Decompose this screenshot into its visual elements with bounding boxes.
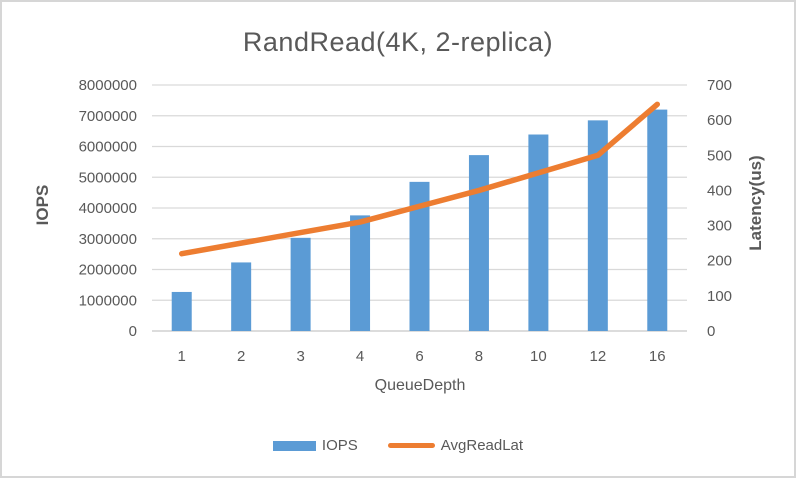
x-axis-title: QueueDepth — [374, 377, 466, 394]
left-axis-tick-label: 6000000 — [79, 139, 137, 156]
right-axis-tick-label: 400 — [707, 182, 732, 199]
legend: IOPS AvgReadLat — [2, 437, 794, 454]
left-axis-tick-label: 3000000 — [79, 231, 137, 248]
x-axis-tick-label: 4 — [356, 348, 364, 365]
y-axis-title-left: IOPS — [33, 184, 52, 226]
x-axis-tick-label: 3 — [296, 348, 304, 365]
left-axis-tick-label: 1000000 — [79, 292, 137, 309]
bar-iops — [171, 291, 192, 331]
x-axis-tick-label: 2 — [237, 348, 245, 365]
left-axis-tick-label: 0 — [129, 323, 137, 340]
x-axis-tick-label: 8 — [475, 348, 483, 365]
right-axis-tick-label: 200 — [707, 253, 732, 270]
left-axis-tick-label: 4000000 — [79, 200, 137, 217]
right-axis-tick-label: 700 — [707, 77, 732, 94]
legend-label-avgreadlat: AvgReadLat — [440, 437, 524, 454]
bar-iops — [587, 120, 608, 331]
left-axis-tick-label: 5000000 — [79, 169, 137, 186]
left-axis-tick-label: 7000000 — [79, 108, 137, 125]
right-axis-tick-label: 500 — [707, 147, 732, 164]
bar-iops — [290, 237, 311, 331]
line-avgreadlat — [178, 101, 661, 257]
right-axis-tick-label: 100 — [707, 288, 732, 305]
legend-avgreadlat-swatch-icon — [387, 443, 435, 448]
x-axis-tick-label: 6 — [415, 348, 423, 365]
bar-iops — [647, 109, 668, 331]
x-axis-tick-label: 1 — [178, 348, 186, 365]
bar-iops — [231, 262, 252, 331]
x-axis-tick-label: 10 — [530, 348, 547, 365]
x-axis-tick-label: 16 — [649, 348, 666, 365]
left-axis-tick-label: 8000000 — [79, 77, 137, 94]
right-axis-tick-label: 0 — [707, 323, 715, 340]
left-axis-tick-label: 2000000 — [79, 262, 137, 279]
legend-label-iops: IOPS — [321, 437, 358, 454]
x-axis-tick-label: 12 — [589, 348, 606, 365]
bar-iops — [350, 215, 371, 331]
right-axis-tick-label: 600 — [707, 112, 732, 129]
bar-iops — [409, 181, 430, 331]
chart-title: RandRead(4K, 2-replica) — [242, 27, 554, 57]
right-axis-tick-label: 300 — [707, 218, 732, 235]
bar-iops — [528, 134, 549, 331]
bar-iops — [468, 155, 489, 331]
y-axis-title-right: Latency(us) — [746, 155, 765, 251]
legend-iops-swatch-icon — [272, 440, 316, 451]
